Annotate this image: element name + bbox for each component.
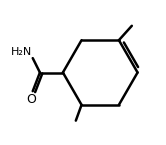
Text: H₂N: H₂N bbox=[11, 47, 32, 57]
Text: O: O bbox=[26, 93, 36, 106]
